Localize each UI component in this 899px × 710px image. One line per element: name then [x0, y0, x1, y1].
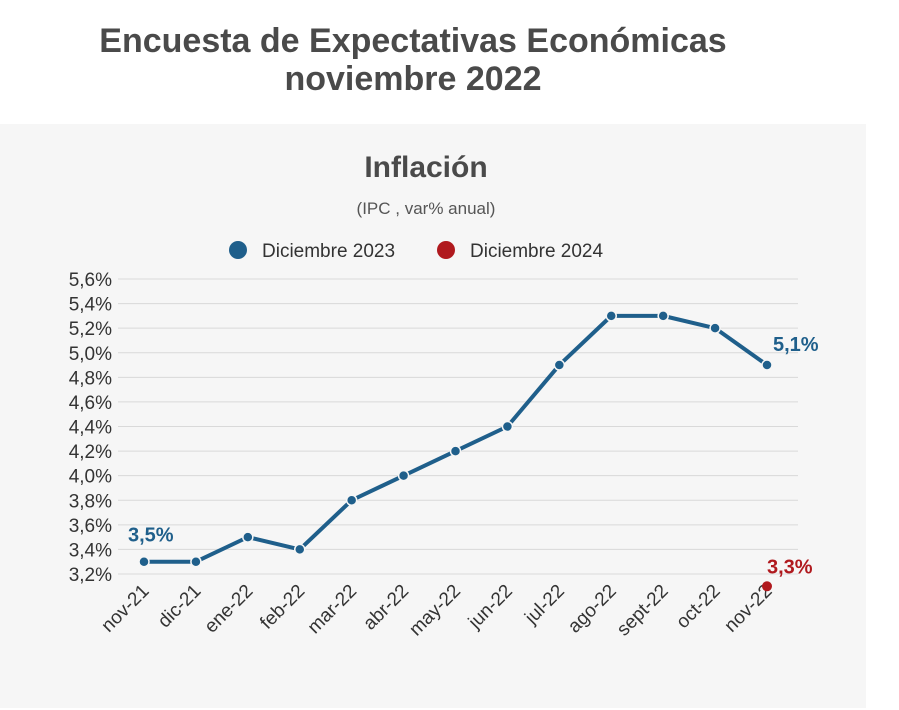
page-title-line2: noviembre 2022 [284, 60, 542, 98]
inflation-chart: Inflación (IPC , var% anual) Diciembre 202… [69, 151, 819, 641]
x-tick-label: jun-22 [464, 581, 517, 634]
data-point-1 [449, 445, 462, 457]
data-point-1 [605, 310, 617, 322]
x-tick-label: jul-22 [520, 581, 568, 629]
data-label: 3,5% [128, 525, 174, 547]
y-tick-label: 5,0% [69, 344, 112, 365]
y-tick-label: 3,4% [69, 540, 112, 561]
x-tick-label: feb-22 [256, 581, 309, 634]
x-tick-label: may-22 [405, 581, 465, 641]
data-point-1 [294, 543, 306, 556]
data-point-1 [709, 322, 721, 334]
legend-label-1: Diciembre 2023 [262, 241, 395, 262]
y-tick-label: 4,2% [69, 442, 112, 463]
data-point-1 [345, 494, 358, 506]
data-point-1 [397, 469, 410, 482]
x-tick-label: ago-22 [564, 581, 621, 638]
data-point-1 [242, 531, 254, 543]
data-point-1 [190, 555, 202, 568]
data-point-1 [138, 555, 150, 568]
y-tick-label: 3,2% [69, 565, 112, 586]
x-tick-label: dic-21 [154, 581, 205, 632]
x-tick-label: nov-21 [98, 581, 154, 637]
y-tick-label: 5,4% [69, 295, 112, 316]
y-tick-label: 3,8% [69, 491, 112, 512]
y-tick-label: 5,6% [69, 270, 112, 291]
data-point-1 [657, 310, 669, 322]
data-label: 3,3% [767, 556, 813, 578]
y-tick-label: 4,4% [69, 418, 112, 439]
data-point-1 [553, 359, 566, 371]
page-title: Encuesta de Expectativas Económicas novi… [0, 22, 826, 98]
y-tick-label: 4,8% [69, 368, 112, 389]
chart-panel: Inflación (IPC , var% anual) Diciembre 202… [0, 124, 866, 708]
x-tick-label: sept-22 [613, 581, 673, 641]
page-title-line1: Encuesta de Expectativas Económicas [99, 22, 727, 60]
legend-marker-1 [229, 241, 247, 259]
y-tick-label: 4,0% [69, 467, 112, 488]
data-point-2 [762, 581, 772, 592]
y-tick-label: 5,2% [69, 319, 112, 340]
legend-label-2: Diciembre 2024 [470, 241, 603, 262]
x-tick-label: ene-22 [201, 581, 258, 638]
legend-marker-2 [437, 241, 455, 259]
x-tick-label: oct-22 [672, 581, 724, 633]
chart-subtitle: (IPC , var% anual) [357, 199, 496, 218]
data-label: 5,1% [773, 334, 819, 356]
x-tick-label: mar-22 [304, 581, 361, 638]
chart-title: Inflación [364, 151, 487, 184]
y-tick-label: 3,6% [69, 516, 112, 537]
data-point-1 [501, 420, 514, 433]
y-tick-label: 4,6% [69, 393, 112, 414]
data-point-1 [761, 359, 773, 371]
